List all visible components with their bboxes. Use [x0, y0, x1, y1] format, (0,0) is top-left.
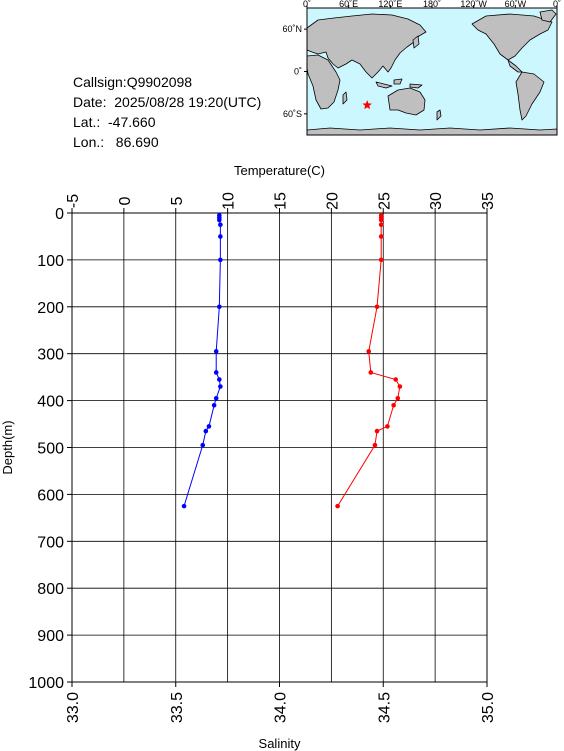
depth-tick-label: 900: [37, 628, 64, 645]
depth-tick-label: 200: [37, 300, 64, 317]
depth-tick-label: 400: [37, 394, 64, 411]
map-latitude-label: 60˚N: [282, 24, 302, 34]
salinity-data-point: [378, 217, 384, 223]
temperature-tick-label: 20: [324, 192, 341, 210]
map-longitude-label: 120˚W: [460, 0, 487, 9]
temperature-data-point: [217, 217, 222, 223]
depth-axis-label: Depth(m): [0, 420, 15, 474]
temperature-tick-label: 10: [221, 192, 238, 210]
salinity-data-point: [368, 370, 374, 375]
depth-tick-label: 700: [37, 534, 64, 551]
chart-axes: -5 0 5 10 15 20 25 30 35010020030040050060070080…: [28, 192, 497, 723]
temperature-tick-label: 5: [169, 196, 186, 205]
salinity-data-point: [378, 257, 384, 263]
temperature-data-point: [181, 503, 187, 509]
depth-tick-label: 0: [55, 206, 64, 223]
map-latitude-label: 0˚: [294, 67, 302, 77]
salinity-tick-label: 34.0: [273, 692, 290, 723]
depth-tick-label: 800: [37, 581, 64, 598]
temperature-tick-label: 0: [117, 196, 134, 205]
depth-tick-label: 500: [37, 441, 64, 458]
salinity-tick-label: 33.0: [65, 692, 82, 723]
salinity-tick-label: 35.0: [480, 692, 497, 723]
map-ticks: 0˚ 60˚E 120˚E 180˚ 120˚W 60˚W 0˚ 60˚N 0˚ 60˚S: [282, 0, 561, 119]
depth-tick-label: 100: [37, 253, 64, 270]
salinity-data-point: [391, 402, 396, 408]
salinity-axis-label: Salinity: [259, 736, 301, 751]
salinity-data-point: [374, 428, 380, 434]
temperature-data-point: [200, 442, 206, 448]
map-longitude-label: 120˚E: [378, 0, 402, 9]
depth-tick-label: 300: [37, 347, 64, 364]
temperature-axis-label: Temperature(C): [234, 163, 325, 178]
map-longitude-label: 60˚W: [505, 0, 527, 9]
depth-tick-label: 1000: [28, 675, 64, 692]
temperature-data-point: [217, 304, 222, 310]
salinity-data-point: [378, 222, 384, 228]
temperature-data-point: [206, 424, 212, 429]
salinity-data-point: [378, 234, 384, 239]
salinity-data-point: [335, 503, 340, 509]
location-star-icon: [362, 100, 372, 110]
temperature-tick-label: -5: [65, 194, 82, 208]
temperature-data-point: [211, 402, 217, 408]
temperature-data-point: [213, 370, 219, 375]
map-land: [306, 9, 558, 136]
salinity-data-point: [397, 384, 403, 389]
chart-grid: [71, 212, 488, 683]
date-text: Date: 2025/08/28 19:20(UTC): [73, 94, 262, 110]
temperature-data-point: [213, 395, 219, 401]
chart-series: [181, 213, 403, 509]
temperature-data-point: [203, 428, 209, 434]
latitude-text: Lat.: -47.660: [73, 114, 156, 130]
station-info: Callsign:Q9902098 Date: 2025/08/28 19:20…: [73, 72, 261, 152]
location-map: 0˚ 60˚E 120˚E 180˚ 120˚W 60˚W 0˚ 60˚N 0˚ 60˚S: [282, 0, 561, 136]
temperature-tick-label: 30: [428, 192, 445, 210]
temperature-data-point: [218, 384, 223, 389]
temperature-data-point: [213, 349, 219, 354]
map-longitude-label: 60˚E: [339, 0, 358, 9]
salinity-tick-label: 34.5: [376, 692, 393, 723]
salinity-data-point: [366, 349, 372, 354]
salinity-data-point: [374, 304, 380, 310]
temperature-tick-label: 15: [273, 192, 290, 210]
map-longitude-label: 0˚: [553, 0, 561, 9]
map-longitude-label: 0˚: [303, 0, 311, 9]
temperature-data-point: [218, 257, 223, 263]
depth-tick-label: 600: [37, 487, 64, 504]
salinity-data-point: [395, 395, 401, 401]
temperature-tick-label: 25: [376, 192, 393, 210]
temperature-data-point: [217, 377, 222, 382]
temperature-data-point: [218, 234, 223, 239]
salinity-data-point: [372, 442, 378, 448]
map-latitude-label: 60˚S: [283, 109, 302, 119]
temperature-tick-label: 35: [480, 192, 497, 210]
longitude-text: Lon.: 86.690: [73, 134, 159, 150]
salinity-data-point: [393, 377, 399, 382]
temperature-data-point: [218, 222, 223, 228]
salinity-profile-line: [337, 215, 401, 507]
map-longitude-label: 180˚: [423, 0, 441, 9]
float-location-marker-icon: [362, 100, 372, 110]
temperature-profile-line: [183, 215, 221, 507]
callsign-text: Callsign:Q9902098: [73, 74, 193, 90]
salinity-data-point: [385, 424, 390, 429]
salinity-tick-label: 33.5: [169, 692, 186, 723]
